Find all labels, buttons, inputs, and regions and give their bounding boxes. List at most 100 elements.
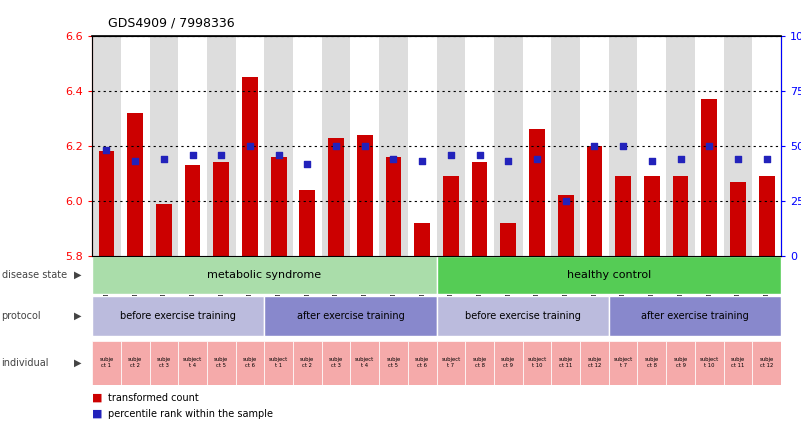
Point xyxy=(731,156,744,162)
Text: after exercise training: after exercise training xyxy=(641,311,749,321)
Bar xyxy=(92,341,121,385)
Point xyxy=(244,143,256,149)
Text: subject
t 10: subject t 10 xyxy=(527,357,546,368)
Text: before exercise training: before exercise training xyxy=(120,311,236,321)
Bar xyxy=(609,341,638,385)
Text: subje
ct 3: subje ct 3 xyxy=(157,357,171,368)
Bar xyxy=(580,341,609,385)
Bar xyxy=(586,146,602,256)
Bar xyxy=(213,162,229,256)
Point xyxy=(358,143,371,149)
Bar xyxy=(92,296,264,336)
Bar xyxy=(437,296,609,336)
Bar xyxy=(443,176,459,256)
Bar xyxy=(580,36,609,256)
Bar xyxy=(264,341,293,385)
Bar xyxy=(121,36,150,256)
Point xyxy=(760,156,773,162)
Bar xyxy=(472,162,488,256)
Bar xyxy=(92,36,121,256)
Text: subject
t 1: subject t 1 xyxy=(269,357,288,368)
Point xyxy=(158,156,171,162)
Bar xyxy=(385,157,401,256)
Point xyxy=(588,143,601,149)
Bar xyxy=(501,223,516,256)
Text: healthy control: healthy control xyxy=(566,270,651,280)
Bar xyxy=(638,36,666,256)
Text: subje
ct 12: subje ct 12 xyxy=(587,357,602,368)
Bar xyxy=(494,341,523,385)
Bar xyxy=(529,129,545,256)
Bar xyxy=(673,176,688,256)
Point xyxy=(301,160,314,167)
Bar xyxy=(207,36,235,256)
Text: subje
ct 8: subje ct 8 xyxy=(645,357,659,368)
Bar xyxy=(609,296,781,336)
Bar xyxy=(414,223,430,256)
Point xyxy=(387,156,400,162)
Text: individual: individual xyxy=(2,358,49,368)
Text: subje
ct 3: subje ct 3 xyxy=(329,357,343,368)
Text: subje
ct 11: subje ct 11 xyxy=(731,357,745,368)
Bar xyxy=(666,36,694,256)
Bar xyxy=(523,36,551,256)
Bar xyxy=(351,341,379,385)
Bar xyxy=(300,190,316,256)
Text: after exercise training: after exercise training xyxy=(296,311,405,321)
Text: subje
ct 5: subje ct 5 xyxy=(386,357,400,368)
Bar xyxy=(185,165,200,256)
Point xyxy=(186,151,199,158)
Point xyxy=(129,158,142,165)
Text: ▶: ▶ xyxy=(74,311,82,321)
Bar xyxy=(752,341,781,385)
Bar xyxy=(702,99,717,256)
Point xyxy=(502,158,515,165)
Bar xyxy=(752,36,781,256)
Bar xyxy=(557,195,574,256)
Text: subje
ct 6: subje ct 6 xyxy=(415,357,429,368)
Bar xyxy=(328,137,344,256)
Bar xyxy=(150,341,179,385)
Bar xyxy=(92,256,437,294)
Bar xyxy=(379,341,408,385)
Text: percentile rank within the sample: percentile rank within the sample xyxy=(108,409,273,419)
Text: subje
ct 12: subje ct 12 xyxy=(759,357,774,368)
Text: ▶: ▶ xyxy=(74,270,82,280)
Bar xyxy=(322,341,351,385)
Text: disease state: disease state xyxy=(2,270,66,280)
Text: protocol: protocol xyxy=(2,311,41,321)
Point xyxy=(702,143,715,149)
Bar xyxy=(437,341,465,385)
Point xyxy=(215,151,227,158)
Text: subje
ct 2: subje ct 2 xyxy=(300,357,315,368)
Bar xyxy=(207,341,235,385)
Text: subje
ct 1: subje ct 1 xyxy=(99,357,114,368)
Bar xyxy=(666,341,694,385)
Point xyxy=(559,198,572,204)
Text: subje
ct 9: subje ct 9 xyxy=(501,357,515,368)
Bar xyxy=(494,36,523,256)
Bar xyxy=(723,36,752,256)
Bar xyxy=(235,341,264,385)
Text: ■: ■ xyxy=(92,409,103,419)
Bar xyxy=(357,135,372,256)
Bar xyxy=(723,341,752,385)
Bar xyxy=(523,341,551,385)
Bar xyxy=(465,36,494,256)
Point xyxy=(330,143,343,149)
Bar xyxy=(730,181,746,256)
Text: GDS4909 / 7998336: GDS4909 / 7998336 xyxy=(108,16,235,30)
Bar xyxy=(437,36,465,256)
Point xyxy=(674,156,687,162)
Bar xyxy=(150,36,179,256)
Bar xyxy=(437,256,781,294)
Point xyxy=(272,151,285,158)
Text: subje
ct 2: subje ct 2 xyxy=(128,357,143,368)
Bar xyxy=(644,176,660,256)
Bar xyxy=(178,36,207,256)
Text: transformed count: transformed count xyxy=(108,393,199,403)
Point xyxy=(617,143,630,149)
Bar xyxy=(264,296,437,336)
Bar xyxy=(127,113,143,256)
Text: subje
ct 11: subje ct 11 xyxy=(558,357,573,368)
